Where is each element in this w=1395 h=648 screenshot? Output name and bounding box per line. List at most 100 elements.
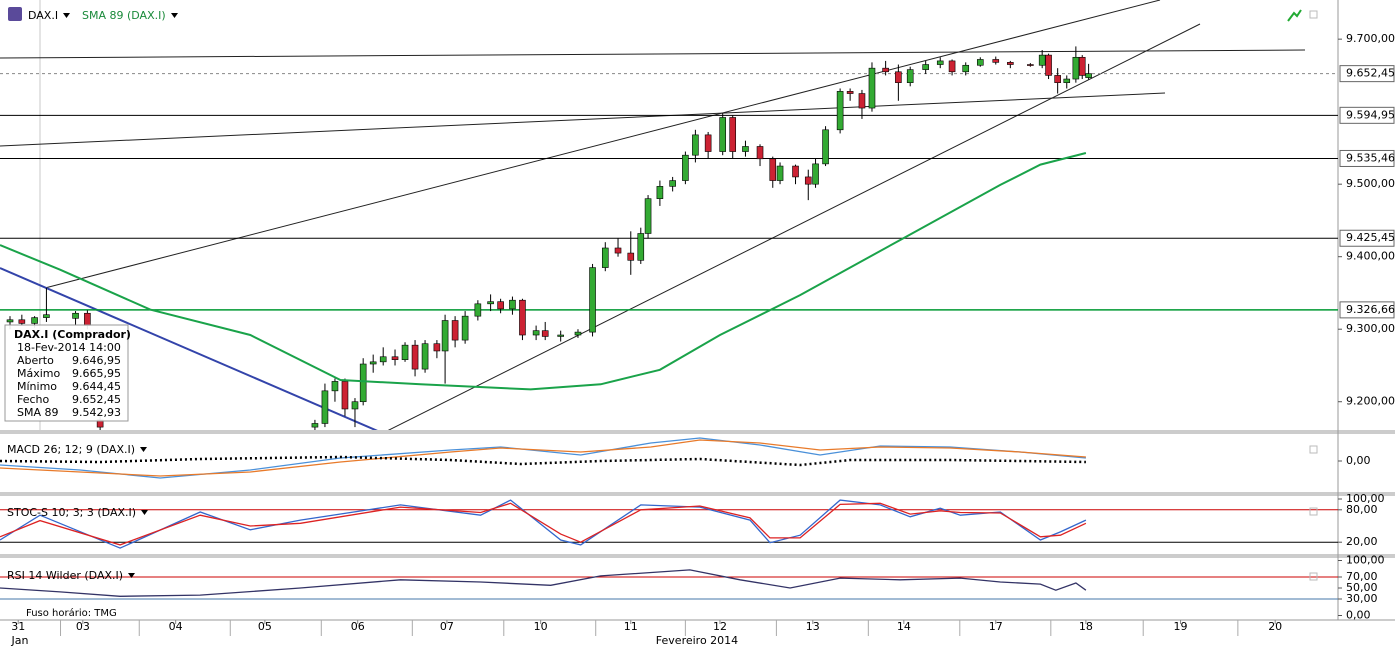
- info-label: Fecho: [17, 393, 50, 406]
- candle-body: [31, 317, 38, 324]
- header-indicator[interactable]: SMA 89 (DAX.I): [82, 9, 178, 22]
- candle-body: [836, 91, 844, 131]
- candle-body: [433, 343, 441, 352]
- level-label: 9.652,45: [1346, 67, 1395, 80]
- candle-body: [769, 158, 777, 181]
- y-tick-label: 9.300,00: [1346, 322, 1395, 335]
- candle-body: [614, 247, 622, 254]
- panel-button[interactable]: [1309, 507, 1318, 516]
- candle-body: [882, 67, 889, 73]
- instrument-icon: [8, 7, 22, 21]
- candle-body: [1045, 54, 1052, 76]
- candle-body: [936, 60, 944, 65]
- info-label: SMA 89: [17, 406, 59, 419]
- candle-body: [6, 319, 14, 323]
- candle-body: [411, 344, 419, 370]
- candle-body: [519, 299, 526, 336]
- panel-borders: [0, 0, 1395, 621]
- candle-body: [532, 330, 540, 336]
- candle-body: [656, 186, 664, 199]
- candle-body: [644, 198, 652, 234]
- candle-body: [84, 312, 91, 326]
- level-box: [1339, 149, 1395, 167]
- y-tick-label: 9.500,00: [1346, 177, 1395, 190]
- panel-button[interactable]: [1309, 572, 1318, 581]
- info-box: DAX.I (Comprador) 18-Fev-2014 14:00 Aber…: [4, 324, 131, 422]
- candle-body: [742, 146, 749, 152]
- info-value: 9.542,93: [72, 406, 121, 419]
- candle-body: [1078, 56, 1086, 76]
- panel-title-text: RSI 14 Wilder (DAX.I): [7, 569, 124, 582]
- info-value: 9.644,45: [72, 380, 121, 393]
- y-tick-label: 0,00: [1346, 609, 1371, 622]
- candle-body: [451, 320, 459, 341]
- level-label: 9.594,95: [1346, 108, 1395, 121]
- info-value: 9.652,45: [72, 393, 121, 406]
- alert-arrow: [1287, 9, 1302, 22]
- candle-body: [391, 356, 399, 360]
- info-label: Máximo: [17, 367, 61, 380]
- candle-body: [379, 356, 387, 363]
- panel-button[interactable]: [1309, 10, 1318, 19]
- dropdown-arrow: [170, 13, 178, 18]
- candle-body: [369, 361, 377, 365]
- candle-body: [43, 314, 50, 318]
- x-tick-label: 13: [806, 620, 820, 633]
- month-label: Fevereiro 2014: [656, 634, 738, 647]
- candle-body: [509, 299, 516, 310]
- candle-body: [18, 319, 26, 324]
- info-title: DAX.I (Comprador): [14, 328, 131, 341]
- y-tick-label: 9.700,00: [1346, 32, 1395, 45]
- candle-body: [682, 154, 689, 181]
- candle-body: [441, 320, 449, 352]
- candle-body: [1038, 54, 1046, 66]
- level-box: [1339, 229, 1395, 247]
- x-tick-label: 04: [169, 620, 183, 633]
- y-tick-label: 30,00: [1346, 592, 1378, 605]
- header-instrument[interactable]: DAX.I: [28, 9, 71, 22]
- dropdown-arrow: [63, 13, 71, 18]
- candle-body: [1027, 64, 1034, 66]
- candle-body: [992, 59, 1000, 63]
- trend-lines: [0, 0, 1306, 430]
- level-label: 9.425,45: [1346, 231, 1395, 244]
- x-tick-label: 31: [11, 620, 25, 633]
- candle-body: [474, 303, 482, 317]
- instrument-name: DAX.I: [28, 9, 59, 22]
- candle-body: [812, 163, 819, 185]
- candle-body: [729, 117, 737, 152]
- x-tick-label: 19: [1174, 620, 1188, 633]
- candle-body: [487, 301, 494, 305]
- candle-body: [846, 91, 854, 94]
- candle-body: [1063, 78, 1071, 83]
- level-label: 9.535,46: [1346, 151, 1395, 164]
- level-box: [1339, 301, 1395, 319]
- candle-body: [557, 334, 564, 337]
- dropdown-arrow: [140, 447, 148, 452]
- panel-title[interactable]: STOC-S 10; 3; 3 (DAX.I): [7, 506, 149, 519]
- info-label: Aberto: [17, 354, 54, 367]
- candle-body: [868, 67, 876, 109]
- candle-body: [601, 247, 609, 268]
- candle-body: [541, 330, 549, 337]
- candle-body: [574, 331, 582, 336]
- panel-title[interactable]: MACD 26; 12; 9 (DAX.I): [7, 443, 148, 456]
- y-tick-label: 50,00: [1346, 581, 1378, 594]
- panel-button[interactable]: [1309, 445, 1318, 454]
- panel-title[interactable]: RSI 14 Wilder (DAX.I): [7, 569, 136, 582]
- level-box: [1339, 106, 1395, 124]
- timezone-note: Fuso horário: TMG: [26, 607, 117, 619]
- candle-body: [804, 176, 812, 185]
- candle-body: [669, 180, 676, 187]
- candle-body: [895, 71, 902, 83]
- series-line: [0, 502, 1087, 546]
- candle-body: [948, 60, 956, 73]
- series-line: [0, 569, 1087, 597]
- plot-layer: 31 03 04 05 06 07 10 11 12 13 14 17 18 19 20 9.700,00 9.…: [0, 32, 1395, 636]
- y-tick-label: 100,00: [1346, 554, 1385, 567]
- candle-body: [756, 146, 764, 160]
- x-tick-label: 14: [897, 620, 911, 633]
- candle-body: [922, 64, 929, 70]
